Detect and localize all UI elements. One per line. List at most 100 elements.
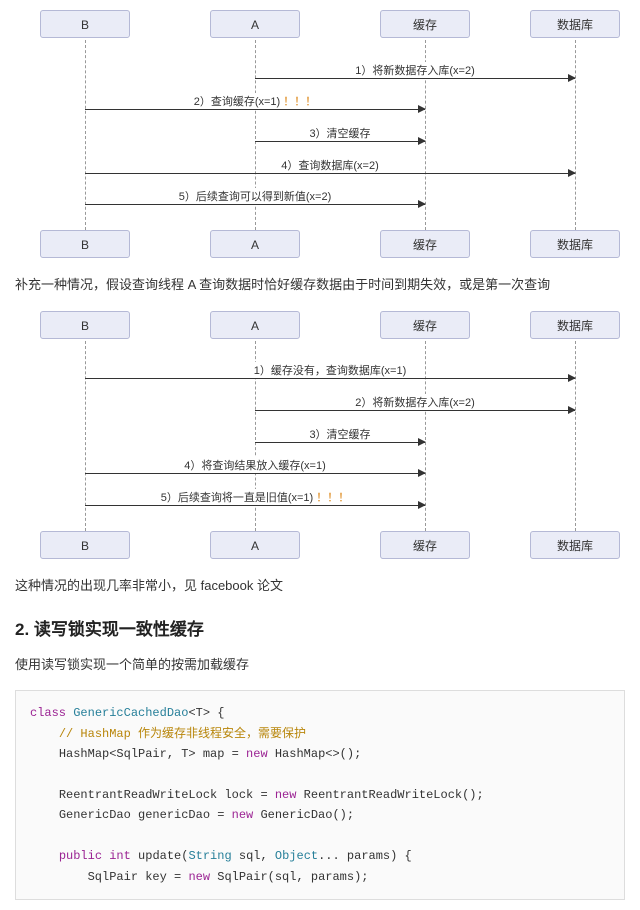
code-t: update( [131,849,189,863]
message-row: 1）将新数据存入库(x=2) [10,66,630,98]
lifeline-box: 数据库 [530,311,620,339]
code-t: GenericDao(); [253,808,354,822]
arrow: 5）后续查询可以得到新值(x=2) [85,204,425,205]
code-ty: String [188,849,231,863]
code-t: ReentrantReadWriteLock(); [296,788,483,802]
arrow-line [85,473,425,474]
warn-text: ！！！ [313,492,349,504]
lifeline-box: A [210,10,300,38]
arrow-line [85,109,425,110]
diagram1-body: 1）将新数据存入库(x=2) 2）查询缓存(x=1) ！！！ 3）清空缓存 4）查询数… [10,40,630,230]
code-kw: int [102,849,131,863]
arrow-line [255,78,575,79]
message-row: 5）后续查询将一直是旧值(x=1) ！！！ [10,493,630,525]
code-cm: // HashMap 作为缓存非线程安全，需要保护 [59,727,306,741]
arrow: 3）清空缓存 [255,442,425,443]
arrow-label: 4）查询数据库(x=2) [279,157,381,173]
arrow-label-text: 1）将新数据存入库(x=2) [355,65,475,77]
code-t: GenericDao genericDao = [59,808,232,822]
arrow-label: 5）后续查询可以得到新值(x=2) [177,188,334,204]
arrow-label-text: 3）清空缓存 [309,429,370,441]
arrow-label-text: 2）将新数据存入库(x=2) [355,397,475,409]
lifeline-box: 缓存 [380,10,470,38]
code-ty: Object [275,849,318,863]
arrow: 4）将查询结果放入缓存(x=1) [85,473,425,474]
lifeline-box: B [40,531,130,559]
sequence-diagram-1: BA缓存数据库 1）将新数据存入库(x=2)2）查询缓存(x=1) ！！！3）清… [10,10,630,260]
arrow: 4）查询数据库(x=2) [85,173,575,174]
code-kw: public [59,849,102,863]
lifeline-box: 数据库 [530,531,620,559]
arrow-line [85,204,425,205]
code-t: <T> { [188,706,224,720]
arrow-label: 2）查询缓存(x=1) ！！！ [192,93,319,109]
arrow-label: 3）清空缓存 [307,125,372,141]
code-t: HashMap<>(); [268,747,362,761]
diagram2-top-boxes: BA缓存数据库 [10,311,630,341]
sequence-diagram-2: B A 缓存 数据库 1）缓存没有，查询数据库(x=1) 2）将新数据存入库(x=2) 3… [10,311,630,561]
arrow-head-icon [418,438,426,446]
code-kw: class [30,706,66,720]
lifeline-box: B [40,311,130,339]
section-heading: 2. 读写锁实现一致性缓存 [15,615,625,640]
arrow-head-icon [418,200,426,208]
lifeline-box: 缓存 [380,230,470,258]
arrow-label-text: 2）查询缓存(x=1) [194,96,281,108]
arrow-line [85,378,575,379]
arrow-label-text: 3）清空缓存 [309,128,370,140]
diagram2-body: 1）缓存没有，查询数据库(x=1) 2）将新数据存入库(x=2) 3）清空缓存 4）将… [10,341,630,531]
diagram1-bottom-boxes: B A 缓存 数据库 [10,230,630,260]
message-row: 5）后续查询可以得到新值(x=2) [10,192,630,224]
code-kw: new [188,870,210,884]
arrow-label: 2）将新数据存入库(x=2) [353,394,477,410]
arrow: 3）清空缓存 [255,141,425,142]
code-kw: new [232,808,254,822]
arrow-line [85,505,425,506]
arrow-label-text: 5）后续查询将一直是旧值(x=1) [161,492,314,504]
arrow-line [255,141,425,142]
code-kw: new [275,788,297,802]
arrow-label: 1）将新数据存入库(x=2) [353,62,477,78]
arrow-line [255,442,425,443]
para-facebook: 这种情况的出现几率非常小，见 facebook 论文 [15,576,625,597]
lifeline-box: A [210,230,300,258]
lifeline-box: 数据库 [530,10,620,38]
arrow: 2）将新数据存入库(x=2) [255,410,575,411]
arrow-label: 3）清空缓存 [307,426,372,442]
code-t: ... params) { [318,849,412,863]
arrow-label-text: 1）缓存没有，查询数据库(x=1) [254,365,407,377]
lifeline-box: A [210,531,300,559]
arrow-head-icon [418,105,426,113]
lifeline-box: A [210,311,300,339]
code-t: SqlPair(sql, params); [210,870,368,884]
code-block: class GenericCachedDao<T> { // HashMap 作… [15,690,625,900]
arrow-head-icon [568,374,576,382]
arrow: 5）后续查询将一直是旧值(x=1) ！！！ [85,505,425,506]
arrow: 1）将新数据存入库(x=2) [255,78,575,79]
lifeline-box: B [40,10,130,38]
arrow-label: 5）后续查询将一直是旧值(x=1) ！！！ [159,489,352,505]
arrow-label: 1）缓存没有，查询数据库(x=1) [252,362,409,378]
arrow-head-icon [418,469,426,477]
lifeline-box: 数据库 [530,230,620,258]
arrow-line [85,173,575,174]
code-t: SqlPair key = [88,870,189,884]
arrow: 2）查询缓存(x=1) ！！！ [85,109,425,110]
diagram1-top-boxes: B A 缓存 数据库 [10,10,630,40]
arrow-label-text: 4）查询数据库(x=2) [281,160,379,172]
code-t: sql, [232,849,275,863]
message-row: 1）缓存没有，查询数据库(x=1) [10,366,630,398]
code-t: ReentrantReadWriteLock lock = [59,788,275,802]
arrow-head-icon [568,74,576,82]
lifeline-box: 缓存 [380,531,470,559]
code-ty: GenericCachedDao [66,706,188,720]
arrow-head-icon [568,169,576,177]
lifeline-box: B [40,230,130,258]
para-supplement: 补充一种情况，假设查询线程 A 查询数据时恰好缓存数据由于时间到期失效，或是第一… [15,275,625,296]
code-kw: new [246,747,268,761]
code-t: HashMap<SqlPair, T> map = [59,747,246,761]
arrow-label: 4）将查询结果放入缓存(x=1) [182,457,328,473]
arrow-head-icon [418,137,426,145]
arrow-label-text: 5）后续查询可以得到新值(x=2) [179,191,332,203]
para-intro: 使用读写锁实现一个简单的按需加载缓存 [15,655,625,676]
